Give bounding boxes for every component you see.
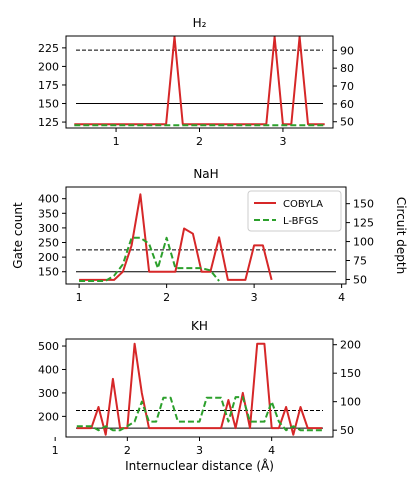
left-y-tick-label: 300 [38,222,59,235]
legend-label: L-BFGS [283,216,318,227]
panel-title: KH [191,319,208,333]
right-y-tick-label: 100 [353,236,374,249]
left-y-tick-label: 150 [38,98,59,111]
right-y-tick-label: 50 [340,424,354,437]
x-tick-label: 3 [196,444,203,457]
panel-2: 1 2 3 4 200 300 400 500 50 100 150 200 KH Internuclea… [38,319,361,473]
right-y-tick-label: 50 [340,116,354,129]
plot-frame [65,186,347,285]
x-tick-label: 2 [124,444,131,457]
right-y-tick-label: 75 [353,255,367,268]
right-y-tick-label: 200 [340,339,361,352]
right-y-tick-label: 70 [340,80,354,93]
left-y-tick-label: 175 [38,79,59,92]
x-tick-label: 1 [113,135,120,148]
x-tick-label: 2 [196,135,203,148]
left-y-tick-label: 300 [38,387,59,400]
right-axis-title: Circuit depth [394,197,408,274]
right-y-tick-label: 150 [340,367,361,380]
right-y-tick-label: 150 [353,198,374,211]
left-y-tick-label: 150 [38,266,59,279]
legend-box [247,190,342,232]
left-y-tick-label: 200 [38,410,59,423]
legend-label: COBYLA [283,199,323,210]
x-axis-title: Internuclear distance (Å) [125,458,274,473]
series-line-cobyla [79,193,273,281]
left-y-tick-label: 200 [38,60,59,73]
left-axis-title: Gate count [11,202,25,269]
left-y-tick-label: 250 [38,237,59,250]
right-y-tick-label: 60 [340,98,354,111]
right-y-tick-label: 100 [340,396,361,409]
left-y-tick-label: 200 [38,251,59,264]
x-tick-label: 1 [52,444,59,457]
right-y-tick-label: 90 [340,44,354,57]
left-y-tick-label: 400 [38,193,59,206]
x-tick-label: 1 [76,291,83,304]
series-line-l-bfgs [79,236,220,282]
x-tick-label: 3 [251,291,258,304]
series-line-l-bfgs [76,396,323,432]
right-y-tick-label: 125 [353,217,374,230]
x-tick-label: 3 [279,135,286,148]
right-y-tick-label: 80 [340,62,354,75]
left-y-tick-label: 125 [38,116,59,129]
x-tick-label: 4 [338,291,345,304]
panel-0: 1 2 3 125 150 175 200 225 50 60 70 80 90 H₂ [38,16,354,148]
left-y-tick-label: 225 [38,42,59,55]
series-line-cobyla [74,35,325,126]
legend: COBYLA L-BFGS [247,190,342,232]
panel-title: H₂ [193,16,207,30]
right-y-tick-label: 50 [353,273,367,286]
x-tick-label: 4 [268,444,275,457]
left-y-tick-label: 350 [38,207,59,220]
left-y-tick-label: 400 [38,363,59,376]
x-tick-label: 2 [163,291,170,304]
panel-title: NaH [193,167,218,181]
left-y-tick-label: 500 [38,340,59,353]
